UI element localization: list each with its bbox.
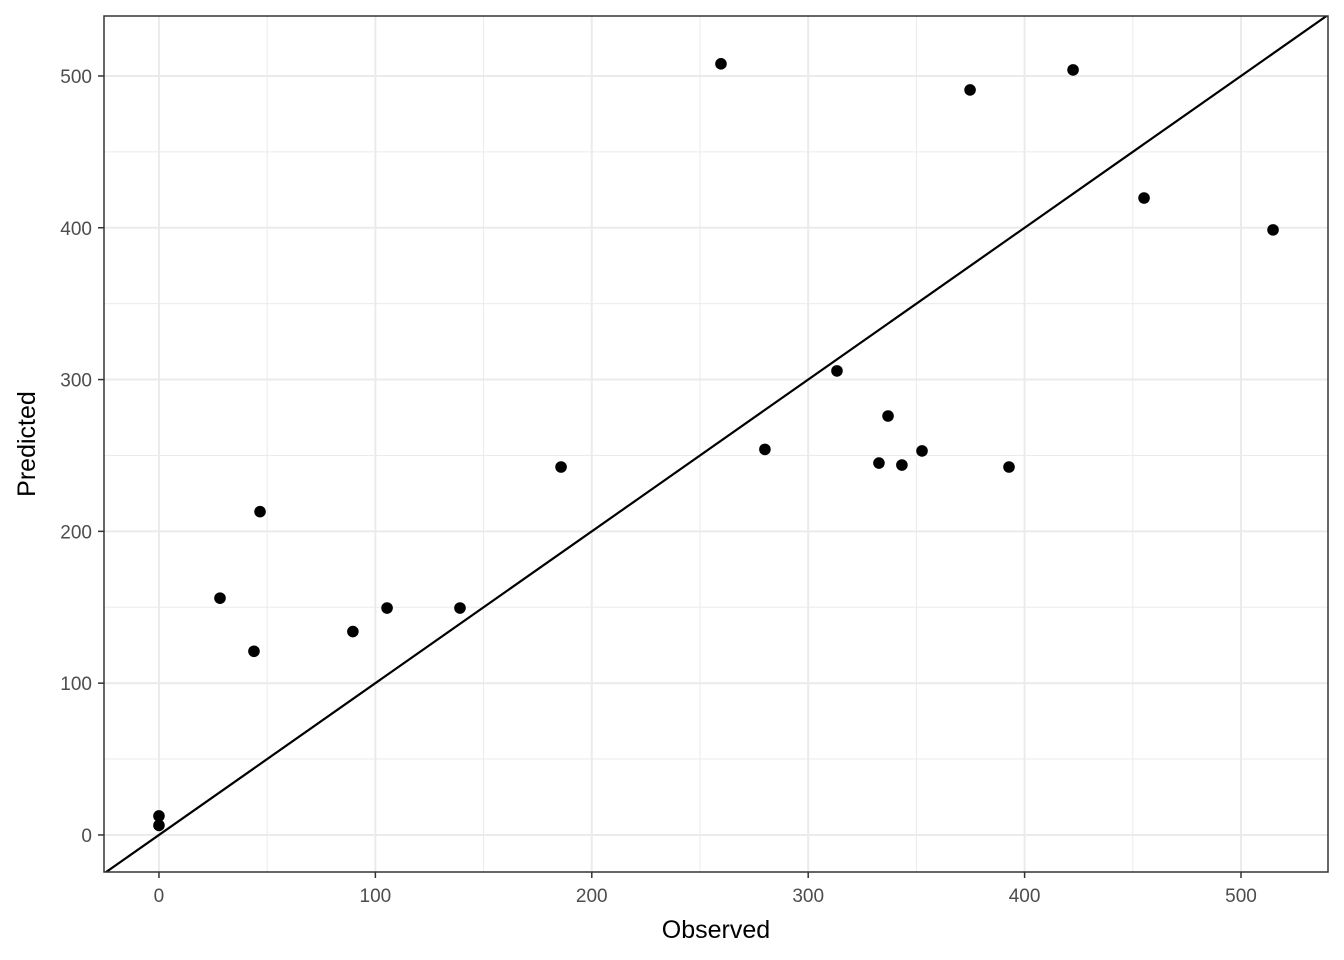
point bbox=[1267, 224, 1279, 236]
y-tick-label: 100 bbox=[60, 674, 92, 695]
x-axis-title: Observed bbox=[662, 916, 770, 944]
point bbox=[153, 810, 165, 822]
x-tick-label: 400 bbox=[1009, 886, 1041, 907]
x-tick-label: 100 bbox=[360, 886, 392, 907]
point bbox=[381, 602, 393, 614]
point bbox=[916, 445, 928, 457]
y-tick-label: 500 bbox=[60, 67, 92, 88]
point bbox=[1138, 192, 1150, 204]
point bbox=[873, 457, 885, 469]
point bbox=[831, 365, 843, 377]
x-tick-label: 200 bbox=[576, 886, 608, 907]
panel-border bbox=[103, 15, 1329, 873]
point bbox=[1003, 461, 1015, 473]
y-axis-title: Predicted bbox=[13, 391, 41, 497]
point bbox=[454, 602, 466, 614]
point bbox=[153, 819, 165, 832]
point bbox=[214, 592, 226, 604]
plot-area bbox=[104, 16, 1328, 872]
point bbox=[964, 84, 976, 96]
grid bbox=[104, 16, 1328, 872]
x-tick-label: 500 bbox=[1225, 886, 1257, 907]
point bbox=[555, 461, 567, 473]
point bbox=[1067, 64, 1079, 76]
point bbox=[882, 410, 894, 422]
x-tick-label: 300 bbox=[792, 886, 824, 907]
point bbox=[254, 505, 266, 518]
point bbox=[347, 625, 359, 638]
point bbox=[759, 443, 771, 456]
point bbox=[715, 58, 727, 70]
x-tick-label: 0 bbox=[154, 886, 165, 907]
y-tick-label: 200 bbox=[60, 522, 92, 543]
point bbox=[248, 645, 260, 658]
y-tick-label: 400 bbox=[60, 219, 92, 240]
y-tick-label: 0 bbox=[81, 826, 92, 847]
reference-line bbox=[104, 16, 1328, 872]
y-tick-label: 300 bbox=[60, 371, 92, 392]
point bbox=[896, 459, 908, 471]
